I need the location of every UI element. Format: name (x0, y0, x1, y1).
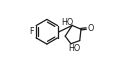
Text: O: O (88, 24, 94, 33)
Text: HO: HO (69, 44, 81, 53)
Text: HO: HO (62, 18, 74, 27)
Text: F: F (29, 27, 34, 36)
